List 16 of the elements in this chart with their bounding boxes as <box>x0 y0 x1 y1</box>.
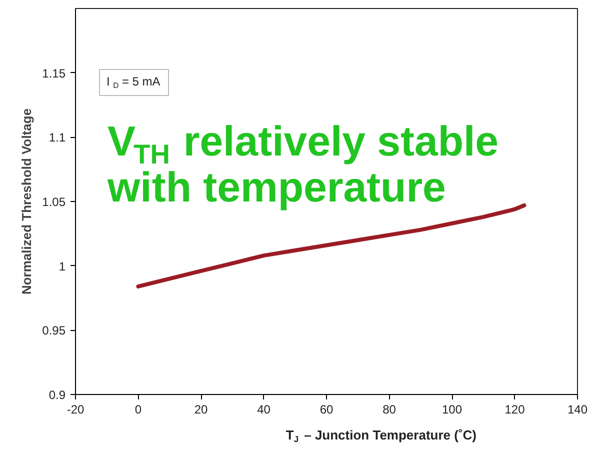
x-tick-label: 0 <box>134 402 142 416</box>
y-tick-label: 1.15 <box>42 66 66 80</box>
x-tick-label: 100 <box>442 402 462 416</box>
y-axis-title: Normalized Threshold Voltage <box>19 108 34 295</box>
y-tick-label: 1 <box>58 259 66 274</box>
x-tick-label: -20 <box>66 402 84 416</box>
x-tick-label: 40 <box>257 402 271 416</box>
y-tick-label: 0.9 <box>48 388 66 402</box>
x-tick-label: 60 <box>320 402 334 416</box>
x-tick-label: 140 <box>567 402 588 416</box>
y-tick-label: 1.1 <box>48 130 66 145</box>
x-tick-label: 20 <box>194 402 208 416</box>
x-tick-label: 120 <box>504 402 526 416</box>
y-tick-label: 1.05 <box>42 195 66 209</box>
y-tick-label: 0.95 <box>42 324 66 338</box>
x-tick-label: 80 <box>382 402 396 416</box>
